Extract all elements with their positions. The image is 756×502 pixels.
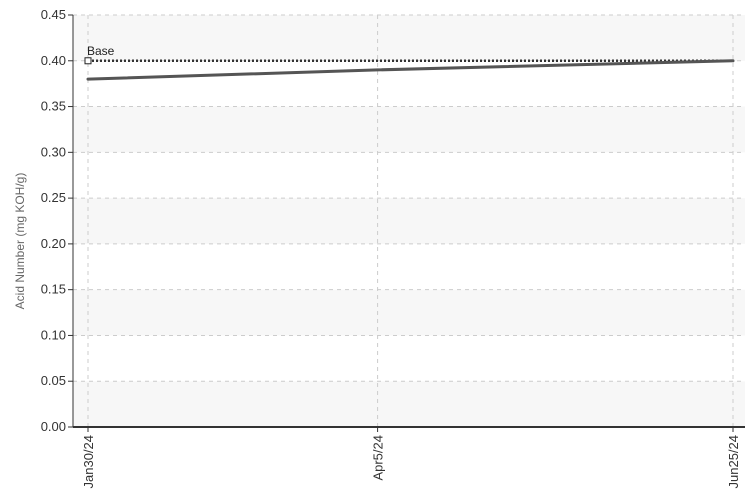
plot-band — [73, 106, 745, 153]
y-tick-label: 0.35 — [41, 99, 66, 114]
plot-band — [73, 335, 745, 382]
y-tick-label: 0.00 — [41, 419, 66, 434]
axes — [68, 14, 745, 432]
y-tick-label: 0.15 — [41, 282, 66, 297]
plot-band — [73, 289, 745, 336]
plot-band — [73, 243, 745, 290]
x-tick-label: Jun25/24 — [726, 435, 741, 489]
y-tick-label: 0.25 — [41, 190, 66, 205]
y-tick-label: 0.40 — [41, 53, 66, 68]
plot-band — [73, 152, 745, 199]
y-tick-label: 0.20 — [41, 236, 66, 251]
reference-marker — [84, 57, 92, 65]
series-lines — [86, 59, 735, 81]
y-tick-label: 0.05 — [41, 373, 66, 388]
plot-bands — [73, 15, 745, 427]
x-tick-label: Apr5/24 — [371, 435, 386, 481]
plot-band — [73, 381, 745, 427]
y-axis-title: Acid Number (mg KOH/g) — [13, 173, 27, 310]
x-tick-label: Jan30/24 — [81, 435, 96, 489]
y-tick-labels: 0.00 0.05 0.10 0.15 0.20 0.25 0.30 0.35 0.40 0.45 — [41, 7, 66, 434]
reference-label: Base — [87, 44, 115, 58]
y-tick-label: 0.10 — [41, 327, 66, 342]
y-tick-label: 0.45 — [41, 7, 66, 22]
series-line — [86, 59, 735, 81]
reference-lines: Base — [84, 44, 733, 65]
y-tick-label: 0.30 — [41, 144, 66, 159]
x-tick-labels: Jan30/24 Apr5/24 Jun25/24 — [81, 435, 741, 489]
plot-band — [73, 15, 745, 61]
plot-band — [73, 198, 745, 244]
